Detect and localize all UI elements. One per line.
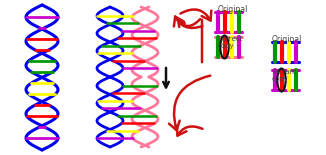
Text: Original: Original (218, 5, 248, 14)
FancyArrowPatch shape (174, 17, 202, 28)
Text: Original: Original (272, 35, 303, 44)
FancyArrowPatch shape (177, 126, 202, 136)
FancyArrowPatch shape (178, 19, 200, 27)
Text: Mutant
copy: Mutant copy (272, 69, 297, 82)
FancyArrowPatch shape (169, 76, 210, 130)
Text: Correct
copy: Correct copy (218, 36, 244, 49)
FancyArrowPatch shape (180, 9, 211, 21)
